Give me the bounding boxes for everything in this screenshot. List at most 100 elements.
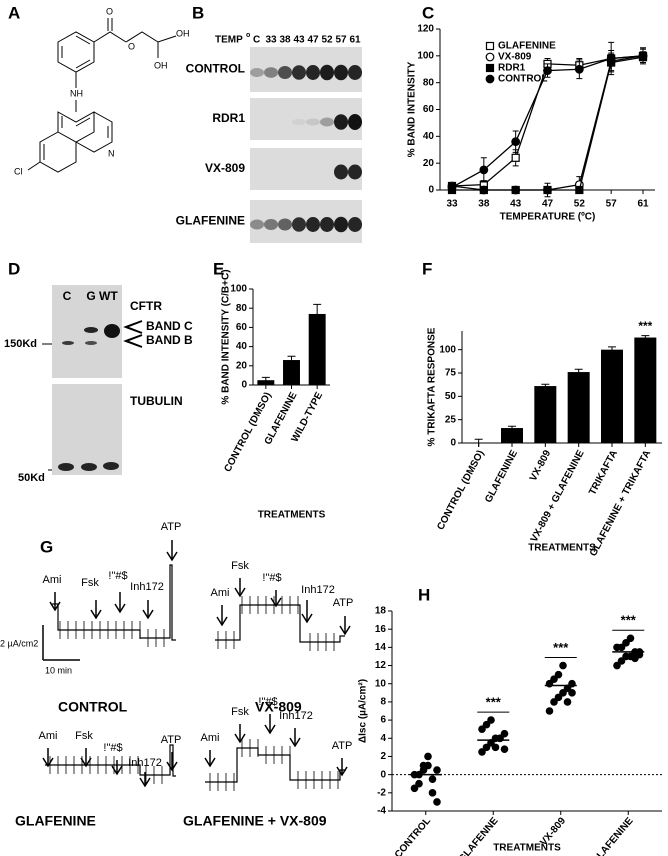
arrow-head — [111, 765, 123, 776]
band — [62, 341, 74, 345]
point — [487, 716, 495, 724]
label: BAND B — [146, 333, 193, 347]
legend-marker — [485, 63, 495, 73]
arrow-head — [234, 733, 246, 744]
band — [348, 217, 362, 232]
y-tick-label: 100 — [230, 284, 247, 295]
point — [410, 784, 419, 793]
label: o — [246, 32, 250, 39]
band — [334, 216, 348, 233]
panel-letter: A — [8, 3, 20, 22]
band — [85, 341, 97, 345]
chemical-structure — [27, 18, 177, 173]
band — [278, 218, 292, 231]
legend-marker — [485, 52, 495, 62]
arrow-head — [90, 609, 102, 620]
label: C — [63, 289, 72, 303]
y-tick-label: 0 — [450, 438, 456, 449]
y-tick-label: 40 — [236, 341, 248, 352]
significance: *** — [621, 613, 637, 628]
label: Cl — [14, 166, 23, 176]
legend-label: GLAFENINE — [498, 41, 556, 52]
y-tick-label: 16 — [375, 624, 387, 635]
y-axis-label: % TRIKAFTA RESPONSE — [427, 327, 438, 446]
y-tick-label: 8 — [380, 697, 386, 708]
row-label: RDR1 — [212, 111, 245, 125]
marker-label: ATP — [332, 740, 353, 752]
y-tick-label: 6 — [380, 715, 386, 726]
lane-label: 61 — [349, 35, 361, 46]
point — [635, 650, 644, 659]
panel-letter: G — [40, 537, 53, 556]
arrow-head — [49, 601, 61, 612]
significance: *** — [486, 695, 502, 710]
band — [348, 164, 362, 180]
point — [568, 689, 576, 697]
band — [292, 65, 306, 80]
y-tick-label: 25 — [445, 414, 457, 425]
marker-label: !"#$ — [108, 570, 127, 582]
point — [574, 64, 584, 74]
x-tick-label: 52 — [574, 199, 586, 210]
arrow-head — [234, 587, 246, 598]
label: NH — [70, 88, 83, 98]
arrow-head — [264, 724, 276, 735]
marker-label: Ami — [43, 574, 62, 586]
y-tick-label: 75 — [445, 368, 457, 379]
y-axis-label: % BAND INTENSITY (C/B+C) — [221, 269, 232, 404]
marker-label: Inh172 — [301, 584, 335, 596]
label: 10 min — [45, 665, 72, 675]
arrow-head — [42, 757, 54, 768]
point — [543, 66, 552, 75]
point — [511, 137, 521, 147]
marker-label: Ami — [39, 730, 58, 742]
arrow-head — [166, 551, 178, 562]
arrow-head — [336, 766, 348, 777]
y-tick-label: 2 — [380, 751, 386, 762]
label: GLAFENINE + VX-809 — [183, 813, 327, 829]
band — [81, 463, 97, 471]
x-tick-label: 47 — [542, 199, 554, 210]
marker-label: !"#$ — [262, 572, 281, 584]
marker-label: Inh172 — [279, 710, 313, 722]
point — [428, 789, 437, 797]
x-tick-label: 38 — [478, 199, 490, 210]
point — [479, 165, 489, 175]
band — [103, 462, 119, 470]
label: O — [106, 6, 113, 16]
y-tick-label: -4 — [377, 806, 386, 817]
band — [348, 114, 362, 130]
marker-label: !"#$ — [103, 742, 122, 754]
arrow-head — [216, 616, 228, 627]
y-tick-label: 0 — [380, 769, 386, 780]
point — [496, 734, 504, 743]
x-axis-label: TREATMENTS — [258, 510, 326, 521]
significance: *** — [638, 319, 652, 333]
trace — [215, 604, 345, 643]
y-tick-label: 20 — [236, 360, 248, 371]
lane-label: 33 — [265, 35, 277, 46]
y-tick-label: 120 — [417, 24, 434, 35]
significance: *** — [553, 640, 569, 655]
legend-label: CONTROL — [498, 74, 547, 85]
lane-label: 43 — [293, 35, 305, 46]
label: N — [108, 148, 115, 158]
band — [278, 66, 292, 79]
point — [428, 775, 437, 783]
marker-label: Fsk — [75, 730, 93, 742]
arrow-head — [270, 597, 282, 608]
arrow-head — [80, 757, 92, 768]
legend-label: RDR1 — [498, 63, 526, 74]
marker-label: Fsk — [81, 577, 99, 589]
lane-label: 47 — [307, 35, 319, 46]
band — [104, 324, 120, 338]
y-tick-label: 60 — [236, 322, 248, 333]
lane-label: 52 — [321, 35, 333, 46]
band — [250, 68, 264, 77]
y-tick-label: 12 — [375, 660, 387, 671]
panel-letter: D — [8, 259, 20, 278]
marker-label: ATP — [161, 734, 182, 746]
blot — [52, 384, 122, 475]
label: CONTROL — [58, 699, 128, 715]
band — [320, 117, 334, 127]
